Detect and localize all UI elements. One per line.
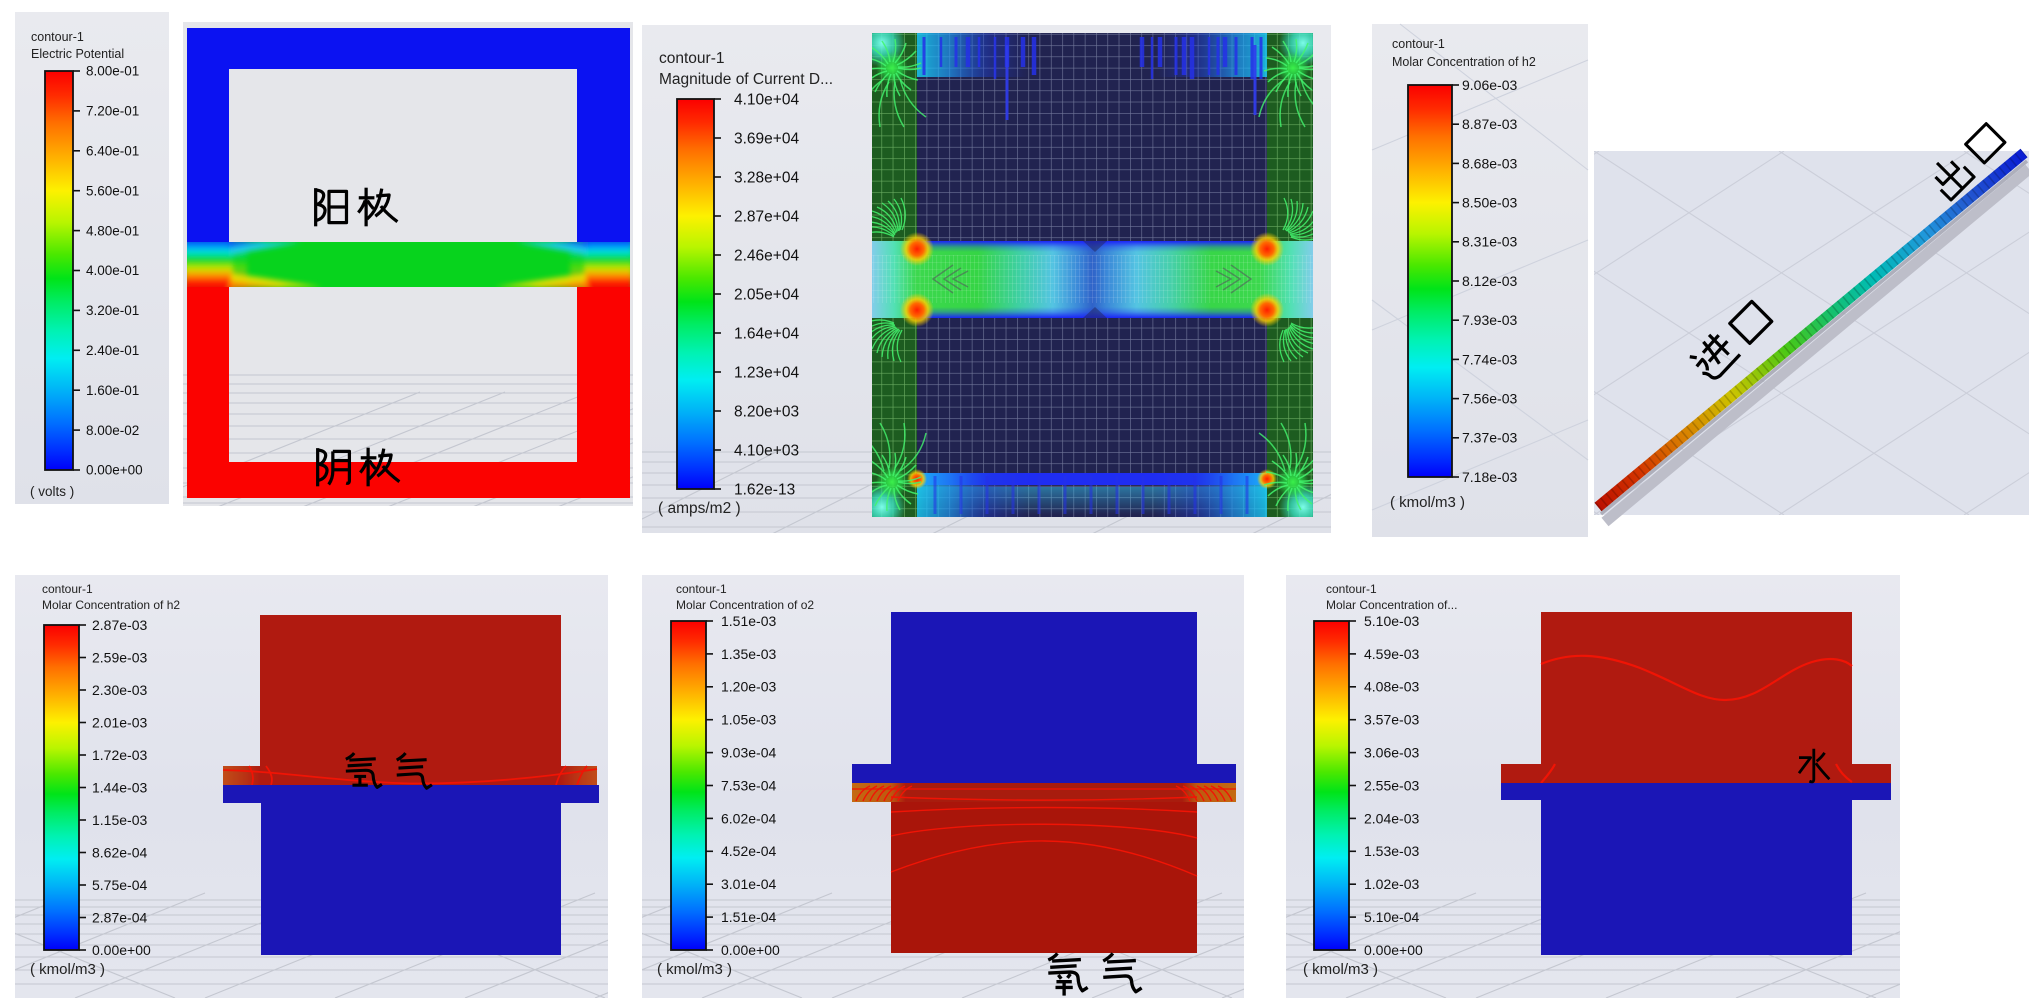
svg-text:9.03e-04: 9.03e-04 <box>721 745 776 761</box>
svg-text:contour-1: contour-1 <box>659 50 724 67</box>
svg-text:1.51e-03: 1.51e-03 <box>721 613 776 629</box>
svg-text:7.93e-03: 7.93e-03 <box>1462 312 1517 328</box>
svg-text:4.80e-01: 4.80e-01 <box>86 223 139 238</box>
svg-text:( kmol/m3 ): ( kmol/m3 ) <box>1390 494 1465 511</box>
svg-text:1.51e-04: 1.51e-04 <box>721 909 776 925</box>
svg-text:8.00e-02: 8.00e-02 <box>86 423 139 438</box>
svg-text:7.18e-03: 7.18e-03 <box>1462 469 1517 485</box>
svg-text:contour-1: contour-1 <box>1392 37 1445 51</box>
svg-text:4.10e+03: 4.10e+03 <box>734 442 799 459</box>
svg-text:( kmol/m3 ): ( kmol/m3 ) <box>1303 961 1378 978</box>
svg-text:1.60e-01: 1.60e-01 <box>86 383 139 398</box>
svg-text:( amps/m2 ): ( amps/m2 ) <box>658 500 741 517</box>
svg-text:8.20e+03: 8.20e+03 <box>734 403 799 420</box>
svg-text:0.00e+00: 0.00e+00 <box>86 463 143 478</box>
svg-text:8.87e-03: 8.87e-03 <box>1462 116 1517 132</box>
svg-text:1.15e-03: 1.15e-03 <box>92 812 147 828</box>
svg-text:1.53e-03: 1.53e-03 <box>1364 843 1419 859</box>
svg-text:7.53e-04: 7.53e-04 <box>721 777 776 793</box>
svg-text:4.52e-04: 4.52e-04 <box>721 843 776 859</box>
svg-text:2.87e-03: 2.87e-03 <box>92 617 147 633</box>
svg-text:3.57e-03: 3.57e-03 <box>1364 712 1419 728</box>
svg-text:2.59e-03: 2.59e-03 <box>92 649 147 665</box>
svg-text:7.37e-03: 7.37e-03 <box>1462 430 1517 446</box>
svg-text:6.02e-04: 6.02e-04 <box>721 810 776 826</box>
svg-text:4.08e-03: 4.08e-03 <box>1364 679 1419 695</box>
svg-text:3.06e-03: 3.06e-03 <box>1364 745 1419 761</box>
svg-text:4.10e+04: 4.10e+04 <box>734 91 799 108</box>
svg-text:5.10e-04: 5.10e-04 <box>1364 909 1419 925</box>
svg-text:Magnitude of Current D...: Magnitude of Current D... <box>659 71 833 88</box>
svg-text:2.46e+04: 2.46e+04 <box>734 247 799 264</box>
svg-text:3.28e+04: 3.28e+04 <box>734 169 799 186</box>
svg-text:8.62e-04: 8.62e-04 <box>92 844 147 860</box>
svg-text:contour-1: contour-1 <box>676 582 727 596</box>
svg-text:( volts ): ( volts ) <box>30 484 74 499</box>
svg-text:1.02e-03: 1.02e-03 <box>1364 876 1419 892</box>
svg-text:2.87e-04: 2.87e-04 <box>92 909 147 925</box>
svg-text:Molar Concentration of...: Molar Concentration of... <box>1326 598 1457 612</box>
svg-text:1.62e-13: 1.62e-13 <box>734 481 795 498</box>
svg-text:7.20e-01: 7.20e-01 <box>86 104 139 119</box>
svg-text:7.56e-03: 7.56e-03 <box>1462 391 1517 407</box>
svg-text:3.69e+04: 3.69e+04 <box>734 130 799 147</box>
svg-text:8.31e-03: 8.31e-03 <box>1462 234 1517 250</box>
svg-text:1.72e-03: 1.72e-03 <box>92 747 147 763</box>
svg-text:5.75e-04: 5.75e-04 <box>92 877 147 893</box>
svg-text:6.40e-01: 6.40e-01 <box>86 144 139 159</box>
svg-text:3.01e-04: 3.01e-04 <box>721 876 776 892</box>
svg-text:Electric Potential: Electric Potential <box>31 47 124 61</box>
svg-text:0.00e+00: 0.00e+00 <box>721 942 780 958</box>
svg-text:Molar Concentration of h2: Molar Concentration of h2 <box>42 598 180 612</box>
svg-text:8.00e-01: 8.00e-01 <box>86 64 139 79</box>
svg-text:2.01e-03: 2.01e-03 <box>92 714 147 730</box>
svg-text:0.00e+00: 0.00e+00 <box>1364 942 1423 958</box>
svg-text:2.87e+04: 2.87e+04 <box>734 208 799 225</box>
svg-text:1.64e+04: 1.64e+04 <box>734 325 799 342</box>
svg-text:5.60e-01: 5.60e-01 <box>86 183 139 198</box>
svg-text:contour-1: contour-1 <box>1326 582 1377 596</box>
svg-text:8.50e-03: 8.50e-03 <box>1462 195 1517 211</box>
svg-text:2.05e+04: 2.05e+04 <box>734 286 799 303</box>
svg-text:9.06e-03: 9.06e-03 <box>1462 77 1517 93</box>
svg-text:Molar Concentration of h2: Molar Concentration of h2 <box>1392 55 1536 69</box>
svg-text:4.00e-01: 4.00e-01 <box>86 263 139 278</box>
svg-text:1.35e-03: 1.35e-03 <box>721 646 776 662</box>
svg-text:2.04e-03: 2.04e-03 <box>1364 810 1419 826</box>
svg-text:( kmol/m3 ): ( kmol/m3 ) <box>657 961 732 978</box>
svg-text:( kmol/m3 ): ( kmol/m3 ) <box>30 961 105 978</box>
svg-text:2.30e-03: 2.30e-03 <box>92 682 147 698</box>
svg-text:3.20e-01: 3.20e-01 <box>86 303 139 318</box>
svg-text:2.55e-03: 2.55e-03 <box>1364 777 1419 793</box>
svg-text:1.44e-03: 1.44e-03 <box>92 779 147 795</box>
svg-text:4.59e-03: 4.59e-03 <box>1364 646 1419 662</box>
svg-text:8.12e-03: 8.12e-03 <box>1462 273 1517 289</box>
svg-text:Molar Concentration of o2: Molar Concentration of o2 <box>676 598 814 612</box>
svg-text:8.68e-03: 8.68e-03 <box>1462 155 1517 171</box>
svg-text:7.74e-03: 7.74e-03 <box>1462 351 1517 367</box>
svg-text:5.10e-03: 5.10e-03 <box>1364 613 1419 629</box>
svg-text:2.40e-01: 2.40e-01 <box>86 343 139 358</box>
svg-text:0.00e+00: 0.00e+00 <box>92 942 151 958</box>
svg-text:contour-1: contour-1 <box>42 582 93 596</box>
svg-text:1.05e-03: 1.05e-03 <box>721 712 776 728</box>
svg-text:1.23e+04: 1.23e+04 <box>734 364 799 381</box>
svg-text:contour-1: contour-1 <box>31 30 84 44</box>
svg-text:1.20e-03: 1.20e-03 <box>721 679 776 695</box>
